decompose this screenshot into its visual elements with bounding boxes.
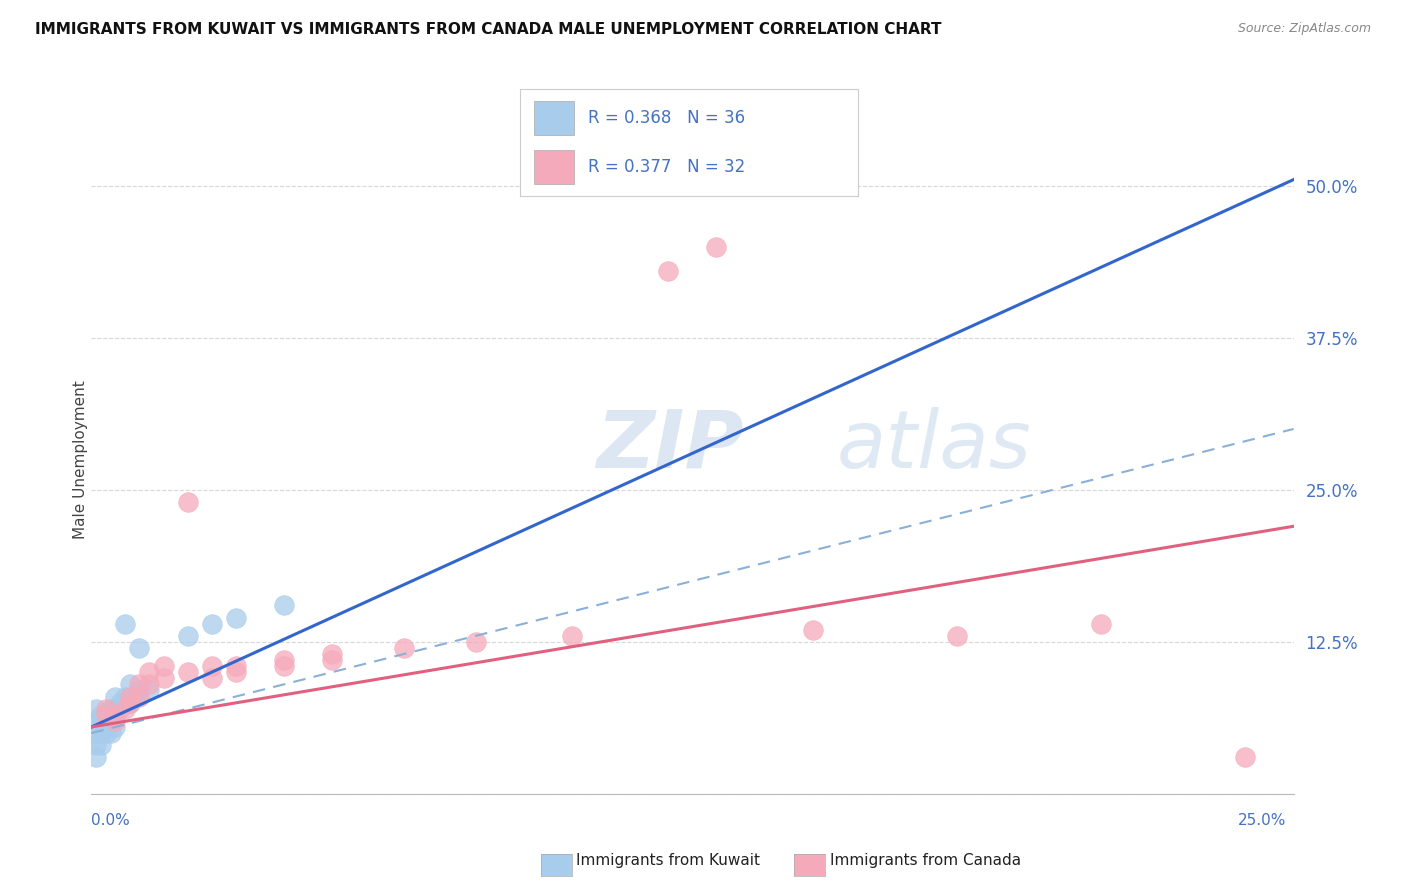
Point bbox=[90, 726, 112, 740]
Point bbox=[465, 635, 488, 649]
Point bbox=[104, 690, 127, 704]
Point bbox=[225, 610, 247, 624]
Point bbox=[84, 726, 107, 740]
Point bbox=[176, 629, 198, 643]
Text: 25.0%: 25.0% bbox=[1239, 814, 1286, 828]
Point bbox=[118, 677, 141, 691]
Point bbox=[392, 640, 415, 655]
Point bbox=[94, 726, 117, 740]
Point bbox=[104, 720, 127, 734]
Point bbox=[561, 629, 583, 643]
Point bbox=[201, 659, 224, 673]
Point bbox=[657, 264, 679, 278]
Point bbox=[321, 647, 343, 661]
Y-axis label: Male Unemployment: Male Unemployment bbox=[73, 380, 87, 539]
Point bbox=[94, 702, 117, 716]
Point bbox=[110, 702, 132, 716]
Bar bbox=[534, 150, 574, 185]
Point bbox=[124, 690, 146, 704]
Point bbox=[273, 599, 295, 613]
Text: IMMIGRANTS FROM KUWAIT VS IMMIGRANTS FROM CANADA MALE UNEMPLOYMENT CORRELATION C: IMMIGRANTS FROM KUWAIT VS IMMIGRANTS FRO… bbox=[35, 22, 942, 37]
Text: R = 0.368   N = 36: R = 0.368 N = 36 bbox=[588, 109, 745, 127]
Point bbox=[100, 707, 122, 722]
Point bbox=[706, 239, 728, 253]
Point bbox=[128, 640, 150, 655]
Point bbox=[84, 714, 107, 728]
Point bbox=[225, 665, 247, 680]
Point bbox=[114, 616, 136, 631]
Text: atlas: atlas bbox=[837, 407, 1032, 485]
Text: Immigrants from Kuwait: Immigrants from Kuwait bbox=[576, 854, 761, 868]
Point bbox=[90, 714, 112, 728]
Point bbox=[118, 690, 141, 704]
Point bbox=[118, 696, 141, 710]
Point bbox=[138, 677, 160, 691]
Point bbox=[94, 707, 117, 722]
Point bbox=[273, 653, 295, 667]
Point bbox=[1234, 750, 1257, 764]
Point bbox=[84, 750, 107, 764]
Point bbox=[225, 659, 247, 673]
Text: 0.0%: 0.0% bbox=[91, 814, 131, 828]
Point bbox=[100, 714, 122, 728]
Point bbox=[90, 738, 112, 752]
Text: Immigrants from Canada: Immigrants from Canada bbox=[830, 854, 1021, 868]
Point bbox=[128, 690, 150, 704]
Text: R = 0.377   N = 32: R = 0.377 N = 32 bbox=[588, 159, 745, 177]
Point bbox=[114, 702, 136, 716]
Point bbox=[128, 683, 150, 698]
Point bbox=[110, 696, 132, 710]
Point bbox=[100, 726, 122, 740]
Point bbox=[118, 696, 141, 710]
Point bbox=[94, 720, 117, 734]
Point bbox=[321, 653, 343, 667]
Point bbox=[801, 623, 824, 637]
Point bbox=[946, 629, 969, 643]
Point bbox=[104, 707, 127, 722]
Point bbox=[138, 665, 160, 680]
Bar bbox=[534, 101, 574, 136]
Text: ZIP: ZIP bbox=[596, 407, 744, 485]
Point bbox=[152, 659, 174, 673]
Point bbox=[176, 665, 198, 680]
Point bbox=[152, 671, 174, 685]
Point bbox=[114, 690, 136, 704]
Point bbox=[201, 616, 224, 631]
Point bbox=[84, 738, 107, 752]
Point bbox=[128, 677, 150, 691]
Point bbox=[176, 495, 198, 509]
Point bbox=[94, 707, 117, 722]
Point bbox=[1090, 616, 1112, 631]
Text: Source: ZipAtlas.com: Source: ZipAtlas.com bbox=[1237, 22, 1371, 36]
Point bbox=[138, 683, 160, 698]
Point bbox=[84, 702, 107, 716]
Point bbox=[90, 720, 112, 734]
Point bbox=[94, 714, 117, 728]
Point bbox=[104, 702, 127, 716]
Point bbox=[104, 707, 127, 722]
Point bbox=[273, 659, 295, 673]
Point bbox=[201, 671, 224, 685]
Point bbox=[90, 707, 112, 722]
Point bbox=[100, 702, 122, 716]
Point bbox=[104, 714, 127, 728]
